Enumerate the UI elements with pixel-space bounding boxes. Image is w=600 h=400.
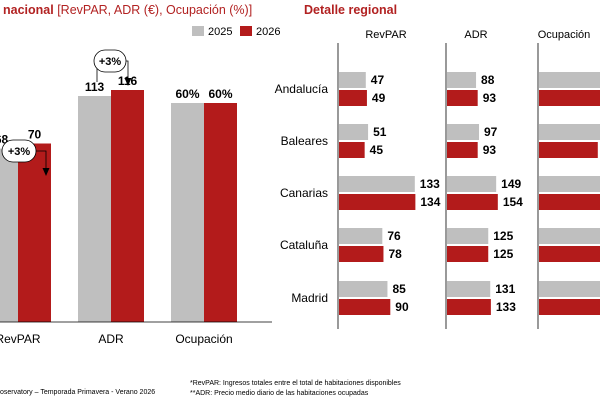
legend-label-2025: 2025 <box>208 26 232 38</box>
national-category-label: Ocupación <box>175 332 232 346</box>
column-header-ocupacion: Ocupación <box>538 29 591 41</box>
regional-bar-ADR-2026 <box>447 246 489 262</box>
regional-bar-Ocupación-2025 <box>539 72 600 88</box>
regional-bar-Ocupación-2026 <box>539 90 600 106</box>
regional-bar-label: 93 <box>483 143 497 157</box>
national-bar-2025-1 <box>78 96 111 322</box>
regional-bar-label: 85 <box>392 282 406 296</box>
annotation-arrowhead <box>42 168 50 176</box>
regional-bar-label: 134 <box>420 195 440 209</box>
regional-bar-label: 133 <box>420 177 440 191</box>
annotation-revpar: +3% <box>1 139 50 176</box>
regional-bar-label: 154 <box>503 195 523 209</box>
regional-bar-label: 133 <box>496 300 516 314</box>
footnote-adr: **ADR: Precio medio diario de las habita… <box>190 390 369 397</box>
regional-bar-label: 78 <box>388 247 402 261</box>
regional-bar-ADR-2025 <box>447 176 497 192</box>
regional-bar-Ocupación-2026 <box>539 246 600 262</box>
national-bar-label: 60% <box>175 87 199 101</box>
regional-bar-label: 45 <box>370 143 384 157</box>
regional-bar-ADR-2026 <box>447 194 498 210</box>
regional-bar-RevPAR-2025 <box>339 228 383 244</box>
annotation-label: +3% <box>8 146 31 158</box>
footnote-revpar: *RevPAR: Ingresos totales entre el total… <box>190 380 401 387</box>
regional-bar-ADR-2025 <box>447 124 480 140</box>
national-bar-label: 60% <box>208 87 232 101</box>
region-label: Cataluña <box>280 238 328 252</box>
regional-bar-label: 49 <box>372 91 386 105</box>
national-bar-2026-1 <box>111 90 144 322</box>
regional-bar-RevPAR-2026 <box>339 194 416 210</box>
footnote-source: oservatory – Temporada Primavera - Veran… <box>0 389 155 396</box>
regional-bar-label: 47 <box>371 73 385 87</box>
regional-bar-label: 76 <box>387 229 401 243</box>
regional-bar-RevPAR-2026 <box>339 299 391 315</box>
legend-swatch-2026 <box>240 26 252 36</box>
regional-bar-label: 90 <box>395 300 409 314</box>
regional-bar-ADR-2025 <box>447 72 477 88</box>
national-bar-2025-0 <box>0 148 18 322</box>
national-category-label: RevPAR <box>0 332 41 346</box>
regional-bar-Ocupación-2025 <box>539 176 600 192</box>
regional-bar-label: 93 <box>483 91 497 105</box>
annotation-label: +3% <box>99 56 122 68</box>
regional-bar-RevPAR-2026 <box>339 246 384 262</box>
regional-bar-RevPAR-2026 <box>339 142 365 158</box>
national-chart: 6870RevPAR113116ADR60%60%Ocupación <box>0 74 237 346</box>
national-bar-label: 68 <box>0 133 8 147</box>
regional-bar-Ocupación-2026 <box>539 194 600 210</box>
regional-bar-ADR-2026 <box>447 142 478 158</box>
regional-bar-label: 51 <box>373 125 387 139</box>
national-title-sub: [RevPAR, ADR (€), Ocupación (%)] <box>57 3 252 17</box>
legend-label-2026: 2026 <box>256 26 280 38</box>
regional-bar-ADR-2026 <box>447 299 491 315</box>
regional-bar-label: 125 <box>493 229 513 243</box>
regional-bar-Ocupación-2026 <box>539 299 600 315</box>
national-bar-2026-2 <box>204 103 237 322</box>
regional-bar-ADR-2025 <box>447 281 491 297</box>
annotation-adr: +3% <box>93 49 132 86</box>
regional-bar-ADR-2026 <box>447 90 478 106</box>
national-bar-label: 70 <box>28 128 42 142</box>
regional-bar-RevPAR-2025 <box>339 72 366 88</box>
regional-bar-label: 88 <box>481 73 495 87</box>
regional-bar-Ocupación-2025 <box>539 281 600 297</box>
regional-bar-label: 97 <box>484 125 498 139</box>
regional-bar-Ocupación-2025 <box>539 124 600 140</box>
regional-bar-label: 149 <box>501 177 521 191</box>
column-header-revpar: RevPAR <box>365 29 406 41</box>
regional-bar-label: 125 <box>493 247 513 261</box>
region-label: Madrid <box>291 291 328 305</box>
national-bar-2025-2 <box>171 103 204 322</box>
legend-swatch-2025 <box>192 26 204 36</box>
regional-bar-RevPAR-2025 <box>339 124 369 140</box>
region-label: Baleares <box>281 134 328 148</box>
national-title-main: nacional <box>3 3 54 17</box>
national-title: nacional [RevPAR, ADR (€), Ocupación (%)… <box>3 3 252 17</box>
national-bar-label: 113 <box>85 80 105 94</box>
regional-chart: Andalucía Baleares Canarias Cataluña Madrid 4… <box>275 43 600 329</box>
annotation-arrow <box>126 60 129 80</box>
regional-bar-label: 131 <box>495 282 515 296</box>
regional-bar-RevPAR-2025 <box>339 281 388 297</box>
regional-bar-Ocupación-2025 <box>539 228 600 244</box>
region-label: Canarias <box>280 186 328 200</box>
regional-title: Detalle regional <box>304 3 397 17</box>
regional-bar-RevPAR-2026 <box>339 90 367 106</box>
column-header-adr: ADR <box>464 29 487 41</box>
regional-bar-ADR-2025 <box>447 228 489 244</box>
national-category-label: ADR <box>98 332 124 346</box>
legend: 2025 2026 <box>192 26 280 38</box>
regional-bar-RevPAR-2025 <box>339 176 415 192</box>
regional-bar-Ocupación-2026 <box>539 142 598 158</box>
region-label: Andalucía <box>275 82 329 96</box>
regional-column-headers: RevPAR ADR Ocupación <box>365 29 590 41</box>
annotation-arrowhead <box>124 78 132 86</box>
annotation-arrow <box>36 150 47 170</box>
